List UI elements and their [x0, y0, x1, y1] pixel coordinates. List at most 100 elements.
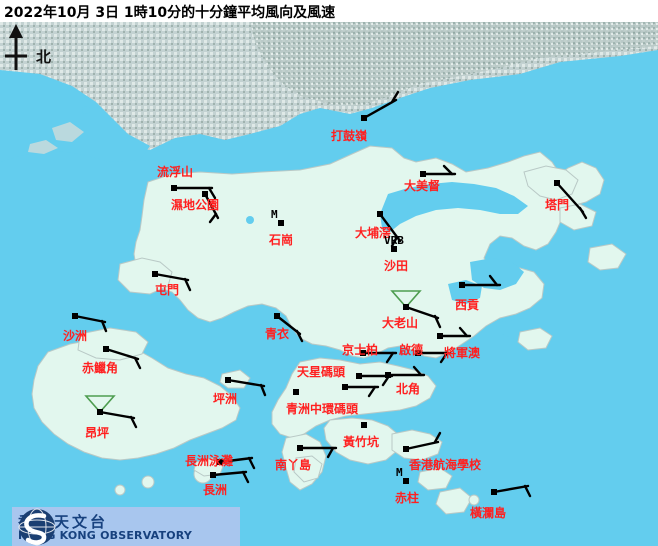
wind-barb-feather	[433, 431, 442, 444]
anemometer-triangle-marker	[390, 290, 422, 309]
wind-barb-feather	[442, 164, 454, 176]
station-dot[interactable]	[361, 115, 367, 121]
station-label[interactable]: 青洲	[286, 402, 311, 416]
wind-barb-shaft	[73, 314, 107, 324]
station-dot[interactable]	[217, 459, 223, 465]
station-dot[interactable]	[278, 220, 284, 226]
wind-barb-feather	[458, 326, 469, 338]
station-dot[interactable]	[274, 313, 280, 319]
station-label[interactable]: 青衣	[265, 327, 290, 341]
station-dot[interactable]	[385, 372, 391, 378]
station-dot[interactable]	[293, 389, 299, 395]
station-label[interactable]: 西貢	[455, 298, 480, 312]
station-label[interactable]: 沙田	[384, 259, 409, 273]
station-dot[interactable]	[360, 350, 366, 356]
station-dot[interactable]	[97, 409, 103, 415]
hko-logo-mark	[18, 508, 56, 546]
station-dot[interactable]	[72, 313, 78, 319]
station-dot[interactable]	[103, 346, 109, 352]
station-label[interactable]: 塔門	[545, 198, 570, 212]
station-dot[interactable]	[459, 282, 465, 288]
station-label[interactable]: 橫瀾島	[470, 506, 507, 520]
station-dot[interactable]	[391, 246, 397, 252]
station-label[interactable]: 黃竹坑	[343, 435, 380, 449]
station-label[interactable]: 大埔滘	[355, 226, 392, 240]
station-dot[interactable]	[202, 191, 208, 197]
variable-wind-marker: VRB	[384, 234, 404, 247]
wind-barb-feather	[129, 415, 138, 429]
station-label[interactable]: 昂坪	[85, 426, 110, 440]
wind-barb-feather	[208, 212, 218, 224]
wind-barb-feather	[207, 186, 217, 200]
station-label[interactable]: 石崗	[269, 233, 294, 247]
wind-barb-feather	[241, 470, 250, 484]
wind-barb-feather	[390, 235, 399, 248]
wind-barb-feather	[390, 90, 400, 104]
page-title: 2022年10月 3日 1時10分的十分鐘平均風向及風速	[4, 5, 336, 21]
station-label[interactable]: 北角	[396, 382, 421, 396]
station-marker-layer	[72, 115, 560, 495]
station-dot[interactable]	[225, 377, 231, 383]
station-label[interactable]: 流浮山	[157, 165, 194, 179]
wind-barb-shaft	[404, 440, 440, 451]
station-label[interactable]: 沙洲	[63, 329, 88, 343]
missing-data-marker: M	[396, 466, 403, 479]
station-dot[interactable]	[210, 472, 216, 478]
station-label[interactable]: 屯門	[155, 283, 180, 297]
station-dot[interactable]	[403, 478, 409, 484]
station-dot[interactable]	[171, 185, 177, 191]
wind-barb-shaft	[153, 272, 190, 282]
wind-barb-shaft	[362, 98, 398, 120]
station-label[interactable]: 打鼓嶺	[331, 129, 368, 143]
map-canvas[interactable]: 北 打鼓嶺 流浮山 濕地公園 大美督 塔門 石崗 M 大埔滘 沙田 VRB 屯門 西貢 青衣 大老山 沙洲京…	[0, 22, 658, 546]
wind-barb-feather	[412, 365, 423, 377]
wind-barb-shaft	[226, 378, 266, 388]
station-label[interactable]: 赤柱	[395, 491, 420, 505]
station-dot[interactable]	[361, 422, 367, 428]
station-label[interactable]: 將軍澳	[444, 346, 481, 360]
station-dot[interactable]	[491, 489, 497, 495]
station-label[interactable]: 大美督	[404, 179, 441, 193]
wind-barb-layer	[73, 90, 588, 498]
wind-barb-feather	[259, 383, 267, 397]
wind-barb-feather	[433, 314, 442, 329]
station-dot[interactable]	[297, 445, 303, 451]
wind-barb-feather	[326, 446, 335, 459]
wind-barb-shaft	[218, 456, 254, 464]
wind-barb-shaft	[404, 305, 440, 320]
station-dot[interactable]	[403, 304, 409, 310]
wind-barb-feather	[439, 351, 449, 364]
station-dot[interactable]	[415, 350, 421, 356]
station-label[interactable]: 濕地公園	[171, 198, 220, 212]
station-dot[interactable]	[152, 271, 158, 277]
station-label[interactable]: 天星碼頭	[297, 365, 346, 379]
wind-barb-shaft	[492, 484, 530, 494]
station-label[interactable]: 赤鱲角	[82, 361, 119, 375]
station-dot[interactable]	[437, 333, 443, 339]
station-dot[interactable]	[403, 446, 409, 452]
anemometer-triangle-marker	[84, 395, 116, 414]
station-dot[interactable]	[377, 211, 383, 217]
wind-barb-feather	[100, 319, 108, 333]
station-dot[interactable]	[356, 373, 362, 379]
map-geography	[0, 22, 658, 546]
hko-logo-english: HONG KONG OBSERVATORY	[18, 529, 193, 542]
station-label[interactable]: 南丫島	[275, 458, 312, 472]
station-label[interactable]: 中環碼頭	[310, 402, 359, 416]
wind-barb-feather	[385, 351, 395, 364]
station-label[interactable]: 長洲	[203, 483, 228, 497]
station-dot[interactable]	[554, 180, 560, 186]
station-dot[interactable]	[420, 171, 426, 177]
station-label[interactable]: 長洲泳灘	[185, 454, 234, 468]
wind-barb-feather	[523, 484, 532, 498]
wind-barb-shaft	[555, 181, 585, 214]
station-label[interactable]: 香港航海學校	[409, 458, 482, 472]
wind-barb-feather	[295, 329, 304, 343]
station-dot[interactable]	[342, 384, 348, 390]
station-label[interactable]: 京士柏	[342, 343, 379, 357]
hko-logo: 香港天文台 HONG KONG OBSERVATORY	[12, 507, 240, 546]
station-label[interactable]: 啟德	[399, 343, 424, 357]
station-label[interactable]: 大老山	[382, 316, 419, 330]
station-label[interactable]: 坪洲	[213, 392, 238, 406]
